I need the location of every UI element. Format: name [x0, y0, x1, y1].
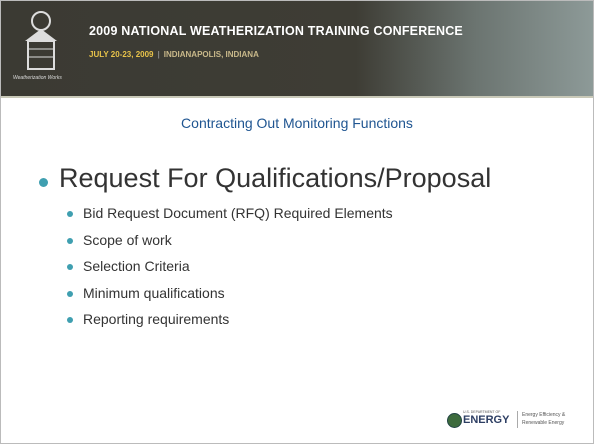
separator: |	[157, 50, 160, 59]
location: INDIANAPOLIS, INDIANA	[163, 50, 259, 59]
office: Energy Efficiency &	[522, 412, 566, 418]
office: Renewable Energy	[522, 420, 565, 426]
logo-icon	[25, 11, 57, 70]
bullet	[39, 178, 48, 187]
sub-bullet: Minimum qualifications	[83, 284, 225, 301]
conference-info: JULY 20-23, 2009 | INDIANAPOLIS, INDIANA	[89, 50, 259, 59]
roof	[25, 29, 57, 41]
divider	[517, 411, 518, 428]
seal	[447, 413, 462, 428]
sub-bullet: Selection Criteria	[83, 258, 190, 274]
sub-bullet-dot	[67, 264, 73, 270]
main-bullet: Request For Qualifications/Proposal	[59, 163, 492, 193]
sub-bullet: Scope of work	[83, 231, 172, 248]
conference-title: 2009 NATIONAL WEATHERIZATION TRAINING CO…	[89, 24, 463, 38]
house	[27, 40, 55, 70]
slide-title: Contracting Out Monitoring Functions	[181, 115, 413, 131]
sub-bullet: Reporting requirements	[83, 311, 230, 327]
dates: JULY 20-23, 2009	[89, 50, 154, 59]
sub-bullet-dot	[67, 237, 73, 244]
sun	[31, 11, 51, 31]
logo-text: Weatherization Works	[13, 75, 62, 81]
sub-bullet-dot	[67, 317, 73, 323]
sub-bullet-dot	[67, 290, 73, 297]
sub-bullet: Bid Request Document (RFQ) Required Elem…	[83, 205, 393, 221]
header-band: Weatherization Works 2009 NATIONAL WEATH…	[1, 1, 593, 98]
agency: ENERGY	[463, 414, 510, 426]
department: U.S. DEPARTMENT OF	[463, 410, 501, 414]
sub-bullet-dot	[67, 211, 73, 217]
